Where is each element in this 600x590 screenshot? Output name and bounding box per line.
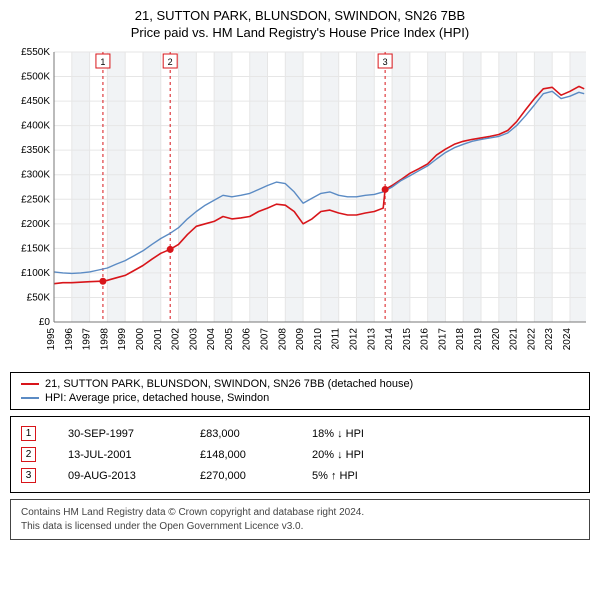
svg-text:1998: 1998	[99, 328, 110, 351]
svg-text:2017: 2017	[437, 328, 448, 351]
event-badge: 1	[21, 426, 36, 441]
svg-text:2: 2	[168, 57, 173, 67]
event-date: 30-SEP-1997	[68, 428, 168, 440]
svg-text:2019: 2019	[473, 328, 484, 351]
svg-text:2002: 2002	[171, 328, 182, 351]
event-row: 3 09-AUG-2013 £270,000 5% ↑ HPI	[21, 465, 579, 486]
svg-text:2000: 2000	[135, 328, 146, 351]
chart-plot: £0 £50K £100K £150K £200K £250K £300K £350K £400…	[10, 46, 590, 366]
svg-text:2024: 2024	[562, 328, 573, 351]
event-diff: 18% ↓ HPI	[312, 428, 364, 440]
legend-swatch	[21, 397, 39, 399]
svg-text:2013: 2013	[366, 328, 377, 351]
event-badge: 3	[21, 468, 36, 483]
svg-text:3: 3	[383, 57, 388, 67]
chart-subtitle: Price paid vs. HM Land Registry's House …	[10, 25, 590, 40]
svg-text:2001: 2001	[153, 328, 164, 351]
svg-text:£300K: £300K	[21, 170, 50, 181]
event-diff: 20% ↓ HPI	[312, 449, 364, 461]
event-date: 09-AUG-2013	[68, 470, 168, 482]
event-diff: 5% ↑ HPI	[312, 470, 358, 482]
legend-item: 21, SUTTON PARK, BLUNSDON, SWINDON, SN26…	[21, 377, 579, 391]
svg-text:£150K: £150K	[21, 243, 50, 254]
svg-text:2005: 2005	[224, 328, 235, 351]
chart-container: 21, SUTTON PARK, BLUNSDON, SWINDON, SN26…	[0, 0, 600, 550]
svg-text:£550K: £550K	[21, 47, 50, 58]
event-row: 2 13-JUL-2001 £148,000 20% ↓ HPI	[21, 444, 579, 465]
legend-label: 21, SUTTON PARK, BLUNSDON, SWINDON, SN26…	[45, 378, 413, 390]
svg-text:£450K: £450K	[21, 96, 50, 107]
footnote-line: Contains HM Land Registry data © Crown c…	[21, 506, 579, 520]
svg-text:2004: 2004	[206, 328, 217, 351]
svg-text:2012: 2012	[348, 328, 359, 351]
svg-text:2007: 2007	[260, 328, 271, 351]
svg-text:£250K: £250K	[21, 194, 50, 205]
svg-text:£350K: £350K	[21, 145, 50, 156]
svg-text:1: 1	[100, 57, 105, 67]
legend: 21, SUTTON PARK, BLUNSDON, SWINDON, SN26…	[10, 372, 590, 410]
event-price: £270,000	[200, 470, 280, 482]
footnote: Contains HM Land Registry data © Crown c…	[10, 499, 590, 540]
svg-text:2023: 2023	[544, 328, 555, 351]
svg-text:£500K: £500K	[21, 72, 50, 83]
legend-item: HPI: Average price, detached house, Swin…	[21, 391, 579, 405]
svg-text:2009: 2009	[295, 328, 306, 351]
legend-label: HPI: Average price, detached house, Swin…	[45, 392, 269, 404]
event-badge: 2	[21, 447, 36, 462]
svg-text:2016: 2016	[420, 328, 431, 351]
svg-text:1995: 1995	[46, 328, 57, 351]
events-table: 1 30-SEP-1997 £83,000 18% ↓ HPI 2 13-JUL-2001…	[10, 416, 590, 493]
svg-text:2008: 2008	[277, 328, 288, 351]
svg-text:2011: 2011	[331, 328, 342, 350]
event-price: £148,000	[200, 449, 280, 461]
svg-text:2021: 2021	[509, 328, 520, 351]
chart-title: 21, SUTTON PARK, BLUNSDON, SWINDON, SN26…	[10, 8, 590, 23]
footnote-line: This data is licensed under the Open Gov…	[21, 520, 579, 534]
svg-text:2003: 2003	[188, 328, 199, 351]
svg-text:2014: 2014	[384, 328, 395, 351]
svg-text:2020: 2020	[491, 328, 502, 351]
svg-text:2010: 2010	[313, 328, 324, 351]
svg-text:2018: 2018	[455, 328, 466, 351]
legend-swatch	[21, 383, 39, 385]
svg-text:2015: 2015	[402, 328, 413, 351]
event-price: £83,000	[200, 428, 280, 440]
svg-text:£50K: £50K	[27, 292, 51, 303]
titles: 21, SUTTON PARK, BLUNSDON, SWINDON, SN26…	[10, 8, 590, 40]
svg-text:1997: 1997	[82, 328, 93, 351]
svg-text:£200K: £200K	[21, 219, 50, 230]
svg-text:1999: 1999	[117, 328, 128, 351]
svg-text:1996: 1996	[64, 328, 75, 351]
svg-text:2022: 2022	[526, 328, 537, 351]
svg-text:£400K: £400K	[21, 121, 50, 132]
svg-text:£0: £0	[39, 317, 51, 328]
line-chart-svg: £0 £50K £100K £150K £200K £250K £300K £350K £400…	[10, 46, 590, 366]
event-row: 1 30-SEP-1997 £83,000 18% ↓ HPI	[21, 423, 579, 444]
event-date: 13-JUL-2001	[68, 449, 168, 461]
svg-text:2006: 2006	[242, 328, 253, 351]
svg-text:£100K: £100K	[21, 268, 50, 279]
